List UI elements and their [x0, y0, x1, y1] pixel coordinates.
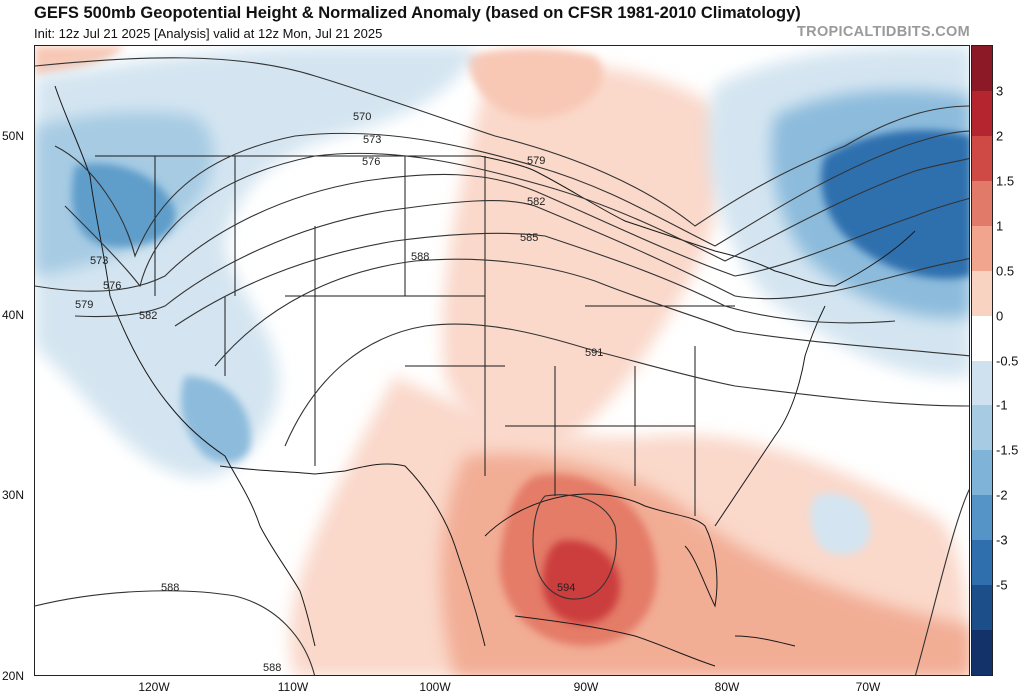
anomaly-colorbar — [971, 45, 993, 676]
lon-label-110w: 110W — [277, 680, 309, 694]
contour-591 — [284, 323, 969, 675]
colorbar-segment — [972, 225, 992, 272]
contour-579 — [35, 173, 969, 292]
colorbar-segment — [972, 90, 992, 137]
colorbar-tick-label: -0.5 — [996, 353, 1019, 368]
atlantic-cool-patch — [810, 493, 871, 555]
contour-label-591: 591 — [585, 347, 603, 359]
colorbar-tick-label: -3 — [996, 532, 1008, 548]
contour-label-588-bottom: 588 — [263, 662, 281, 674]
anomaly-map: 570 573 576 579 582 585 588 591 594 573 … — [34, 45, 970, 676]
geographic-borders — [54, 85, 916, 667]
lat-label-50n: 50N — [2, 129, 25, 143]
contour-573 — [54, 130, 969, 258]
contour-label-579-west: 579 — [75, 299, 93, 311]
brand-watermark[interactable]: TROPICALTIDBITS.COM — [797, 24, 970, 40]
caribbean-islands — [514, 615, 796, 667]
contour-588 — [35, 258, 969, 675]
contour-label-573: 573 — [363, 134, 381, 146]
contour-label-588: 588 — [411, 251, 429, 263]
contour-570 — [35, 57, 969, 227]
contour-582 — [74, 199, 969, 318]
pacific-warm-patch — [35, 46, 125, 76]
colorbar-segment — [972, 585, 992, 631]
colorbar-segment — [972, 180, 992, 227]
contour-label-588-south: 588 — [161, 582, 179, 594]
colorbar-segment — [972, 405, 992, 451]
positive-anomaly-fills — [35, 46, 969, 675]
contour-label-585: 585 — [520, 232, 538, 244]
colorbar-segment — [972, 270, 992, 317]
colorbar-tick-label: -1.5 — [996, 442, 1019, 458]
us-canada-border — [95, 155, 916, 287]
contour-label-570: 570 — [353, 111, 371, 123]
state-borders — [154, 156, 735, 516]
us-mexico-border — [219, 463, 486, 647]
colorbar-tick-label: 0 — [996, 308, 1004, 324]
chart-title: GEFS 500mb Geopotential Height & Normali… — [34, 4, 801, 22]
colorbar-tick-label: -1 — [996, 397, 1008, 413]
height-contours — [35, 57, 969, 675]
colorbar-segment — [972, 450, 992, 496]
southwest-low-mid — [181, 376, 251, 463]
gulf-coastline — [484, 493, 718, 608]
lat-label-40n: 40N — [2, 308, 25, 322]
colorbar-tick-label: -5 — [996, 577, 1008, 593]
contour-label-582: 582 — [527, 196, 545, 208]
contour-label-594: 594 — [557, 582, 575, 594]
colorbar-tick-label: 2 — [996, 128, 1004, 144]
contour-label-573-west: 573 — [90, 255, 108, 267]
colorbar-tick-label: -2 — [996, 487, 1008, 503]
colorbar-tick-label: 3 — [996, 83, 1004, 99]
lon-label-100w: 100W — [419, 680, 451, 694]
contour-label-579: 579 — [527, 155, 545, 167]
colorbar-segment — [972, 495, 992, 541]
lon-label-70w: 70W — [855, 680, 881, 694]
lon-label-90w: 90W — [573, 680, 599, 694]
canada-warm-patch — [465, 48, 603, 119]
lon-label-80w: 80W — [714, 680, 740, 694]
map-canvas: 570 573 576 579 582 585 588 591 594 573 … — [35, 46, 969, 675]
colorbar-segment — [972, 360, 992, 406]
colorbar-segment — [972, 46, 992, 92]
colorbar-segment — [972, 540, 992, 586]
colorbar-tick-label: 1.5 — [996, 173, 1015, 189]
colorbar-tick-label: 0.5 — [996, 263, 1015, 279]
lon-label-120w: 120W — [138, 680, 170, 694]
contour-label-576: 576 — [362, 156, 380, 168]
contour-585 — [174, 232, 896, 327]
lat-label-20n: 20N — [2, 669, 25, 683]
pacific-coastline — [54, 85, 316, 647]
colorbar-segment — [972, 315, 992, 361]
contour-labels: 570 573 576 579 582 585 588 591 594 573 … — [75, 111, 603, 674]
colorbar-segment — [972, 135, 992, 182]
lat-label-30n: 30N — [2, 488, 25, 502]
contour-label-582-west: 582 — [139, 310, 157, 322]
chart-subtitle: Init: 12z Jul 21 2025 [Analysis] valid a… — [34, 26, 383, 41]
contour-576 — [64, 152, 969, 288]
contour-594 — [532, 494, 617, 600]
contour-label-576-west: 576 — [103, 280, 121, 292]
colorbar-tick-label: 1 — [996, 218, 1004, 234]
gulf-warm-core — [542, 540, 620, 625]
atlantic-coastline — [714, 305, 826, 527]
colorbar-segment — [972, 630, 992, 676]
